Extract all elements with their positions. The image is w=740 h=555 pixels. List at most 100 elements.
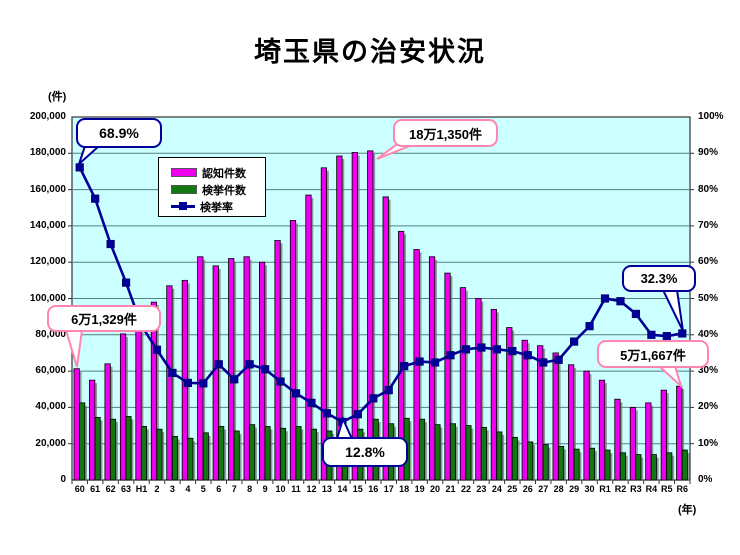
bar-shadow [172,288,175,480]
bar-shadow [573,367,576,480]
bar-ninchi [305,194,312,481]
bar-shadow [687,453,690,480]
bar-kenkyo [589,447,596,481]
rate-marker [539,358,548,367]
bar-kenkyo [110,418,117,481]
y-axis-tick-label-left: 160,000 [29,183,66,195]
bar-shadow [311,198,314,481]
bar-kenkyo [666,452,673,481]
rate-marker [75,163,84,172]
bar-shadow [100,420,103,480]
chart-title: 埼玉県の治安状況 [254,37,486,67]
bar-ninchi [382,196,389,481]
bar-shadow [455,426,458,480]
x-axis-category-label: 7 [231,484,237,494]
rate-marker [199,379,208,388]
x-axis-category-label: 12 [306,484,317,494]
bar-shadow [481,301,484,480]
rate-marker [307,398,316,407]
rate-marker [570,337,579,346]
bar-shadow [434,259,437,480]
bar-shadow [465,290,468,480]
bar-shadow [656,457,659,480]
bar-shadow [594,451,597,480]
rate-marker [415,357,424,366]
bar-kenkyo [449,423,456,481]
rate-marker [616,297,625,306]
bar-shadow [512,330,515,480]
bar-kenkyo [650,454,657,481]
plot-area [68,116,694,484]
y-axis-tick-label-left: 80,000 [35,328,66,340]
bar-shadow [589,374,592,480]
bar-shadow [146,429,149,480]
x-axis-category-label: 17 [383,484,394,494]
rate-marker [647,330,656,339]
bar-ninchi [320,167,327,481]
x-axis-unit-label: (年) [678,504,697,516]
rate-marker [245,360,254,369]
left-axis-unit-label: (件) [48,91,67,103]
legend-label: 検挙件数 [202,184,246,197]
x-axis-category-label: 60 [74,484,85,494]
bar-kenkyo [310,428,317,481]
bar-shadow [233,261,237,480]
rate-marker [183,378,192,387]
legend-item-rate: 検挙率 [171,198,265,215]
bar-kenkyo [280,427,287,481]
bar-ninchi [73,368,80,481]
y-axis-tick-label-right: 90% [698,147,719,159]
bar-shadow [218,268,221,480]
bar-kenkyo [619,452,626,481]
line-marker-swatch-icon [171,202,195,210]
bar-ninchi [428,256,436,481]
x-axis-category-label: R6 [676,484,689,494]
bar-shadow [357,155,360,480]
legend-item-ninchi: 認知件数 [171,164,265,181]
bar-kenkyo [496,431,503,481]
bar-ninchi [614,398,621,481]
bar-ninchi [567,364,575,481]
bar-ninchi [598,379,606,481]
x-axis-category-label: 6 [216,484,222,494]
y-axis-tick-label-right: 30% [698,365,719,377]
bar-ninchi [274,240,281,481]
rate-marker [261,365,270,374]
rate-marker [678,329,687,338]
bar-shadow [620,402,623,480]
x-axis-category-label: 61 [90,484,101,494]
bar-kenkyo [681,449,688,481]
bar-shadow [254,427,257,480]
rate-marker [585,322,594,331]
y-axis-tick-label-left: 200,000 [29,111,66,122]
bar-shadow [270,429,273,480]
bar-ninchi [166,285,173,481]
bar-ninchi [583,370,590,481]
bar-ninchi [150,301,158,481]
y-axis-tick-label-right: 40% [698,328,719,340]
bar-shadow [440,427,443,480]
bar-ninchi [490,308,497,481]
x-axis-category-label: 20 [430,484,441,494]
callout-initial-count: 6万1,329件 [47,305,161,332]
y-axis-tick-label-right: 80% [698,183,719,195]
rate-marker [508,347,517,356]
rate-marker [600,294,610,303]
bar-shadow [280,243,283,480]
bar-kenkyo [542,444,549,481]
bar-shadow [517,440,520,480]
bar-shadow [403,234,407,480]
x-axis-category-label: 2 [154,484,160,494]
bar-shadow [666,393,669,480]
y-axis-tick-label-left: 40,000 [35,401,66,413]
bar-kenkyo [218,426,225,481]
y-axis-tick-label-left: 20,000 [35,437,66,449]
x-axis-category-label: 11 [291,484,301,494]
y-axis-tick-label-left: 0 [60,474,66,485]
bar-shadow [156,305,159,480]
rate-marker [322,409,332,418]
bar-shadow [285,431,288,480]
y-axis-tick-label-right: 70% [698,219,719,231]
x-axis-category-label: 22 [460,484,471,494]
bar-shadow [409,421,412,480]
